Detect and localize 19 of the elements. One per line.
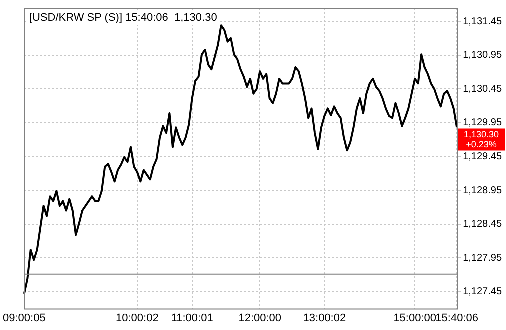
y-tick-label: 1,128.95	[463, 185, 502, 196]
y-tick-label: 1,129.95	[463, 118, 502, 129]
text: 1,130.30	[464, 129, 500, 140]
y-tick-label: 1,128.45	[463, 219, 502, 230]
y-tick-label: 1,130.95	[463, 50, 502, 62]
y-tick-label: 1,127.45	[463, 286, 502, 298]
text: +0.23%	[466, 139, 497, 150]
y-tick-label: 1,127.95	[463, 252, 502, 264]
x-tick-label: 12:00:00	[238, 312, 282, 324]
y-tick-label: 1,131.45	[463, 16, 502, 28]
x-tick-label: 11:00:01	[171, 312, 214, 324]
x-tick-label: 10:00:02	[116, 312, 159, 324]
x-tick-label: 15:00:00	[394, 312, 437, 324]
y-tick-label: 1,130.45	[463, 84, 502, 95]
x-tick-label: 09:00:05	[2, 312, 46, 324]
x-tick-label: 13:00:02	[303, 312, 346, 324]
y-tick-label: 1,129.45	[463, 151, 502, 162]
x-tick-label: 15:40:06	[436, 312, 478, 324]
chart-title: [USD/KRW SP (S)] 15:40:06 1,130.30	[29, 12, 218, 24]
